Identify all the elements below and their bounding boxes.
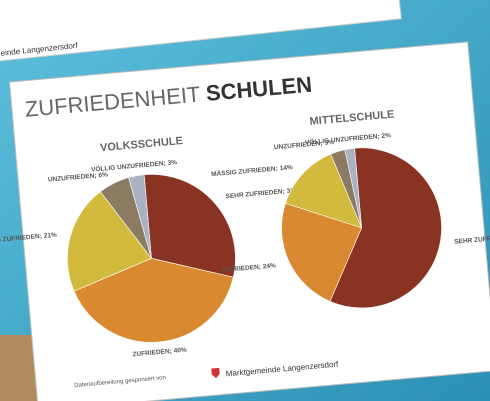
slice-value: 40% [173,346,187,354]
slice-value: 24% [263,262,277,270]
screenshot: einde Langenzersdorf ZUFRIEDENHEIT SCHUL… [0,0,490,401]
slice-value: 2% [381,132,391,140]
slice-value: 14% [279,164,293,172]
slice-value: 3% [167,159,177,167]
slide: ZUFRIEDENHEIT SCHULEN Datenaufbereitung … [0,38,490,401]
slice-value: 21% [44,231,58,239]
